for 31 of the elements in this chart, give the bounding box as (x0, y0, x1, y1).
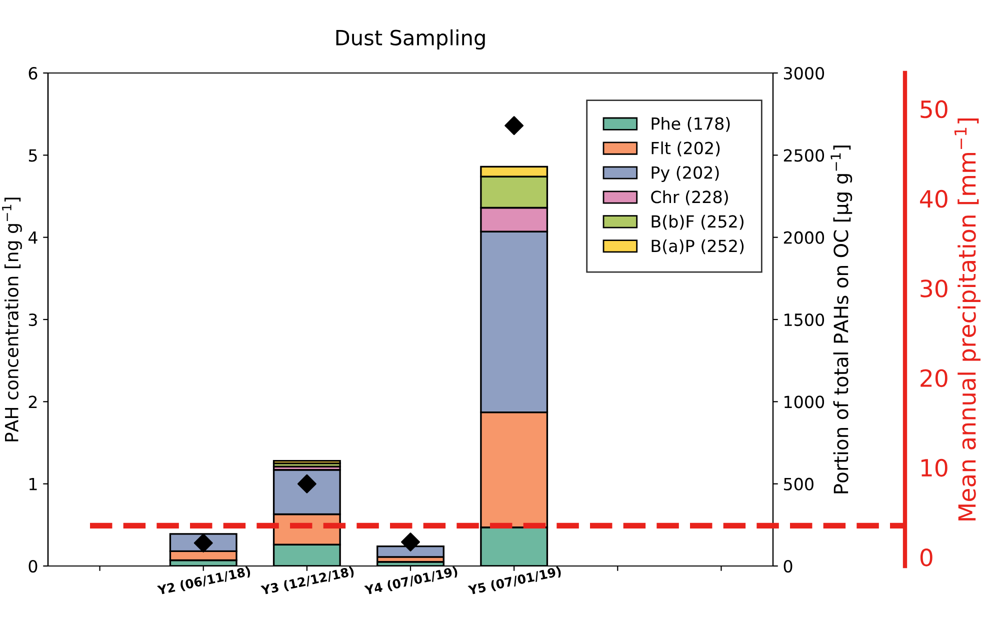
y3-tick-label: 30 (920, 280, 948, 298)
y3-tick-label: 0 (920, 548, 932, 566)
y2-axis-title: Portion of total PAHs on OC [μg g$^{−1}$] (830, 146, 852, 494)
legend-label: Flt (202) (652, 141, 720, 156)
y3-tick-label: 40 (920, 190, 948, 208)
y2-tick-label: 3000 (784, 66, 824, 80)
y-axis-title: PAH concentration [ng g$^{−1}$] (2, 198, 22, 442)
y3-tick-label: 50 (920, 100, 948, 118)
y3-axis-title: Mean annual precipitation [mm$^{−1}$] (954, 118, 980, 520)
y2-tick-label: 0 (784, 560, 792, 573)
y3-tick-label: 10 (921, 458, 948, 477)
y-tick-label: 0 (28, 560, 38, 573)
y2-tick-label: 2500 (784, 149, 824, 162)
chart-title: Dust Sampling (336, 29, 485, 50)
y-tick-label: 6 (28, 66, 38, 80)
y-tick-label: 1 (30, 478, 37, 490)
y-tick-label: 5 (28, 149, 37, 162)
y-tick-label: 4 (28, 232, 38, 244)
y2-tick-label: 1000 (784, 396, 824, 408)
y2-tick-label: 1500 (784, 313, 824, 326)
legend-label: Chr (228) (651, 190, 728, 206)
bar (272, 460, 341, 464)
y2-tick-label: 500 (784, 478, 814, 490)
legend-label: B(b)F (252) (652, 214, 744, 230)
legend-label: Phe (178) (652, 117, 730, 132)
y3-tick-label: 20 (920, 369, 948, 388)
legend-label: Py (202) (652, 166, 719, 182)
y2-tick-label: 2000 (784, 231, 824, 244)
y-tick-label: 2 (28, 396, 37, 408)
y-tick-label: 3 (28, 313, 37, 326)
legend-label: B(a)P (252) (652, 239, 744, 254)
